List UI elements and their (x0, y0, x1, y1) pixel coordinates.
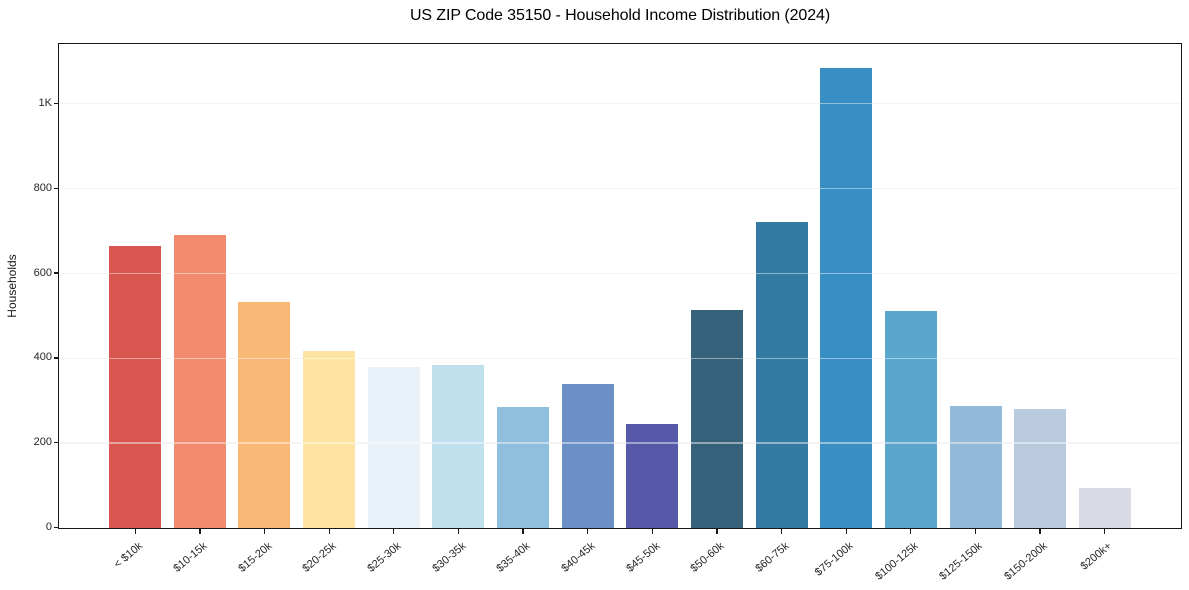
x-tick-label-50-60k: $50-60k (688, 540, 727, 575)
bars-layer (59, 44, 1181, 528)
gridline-400 (59, 357, 1181, 359)
y-tick-mark (53, 102, 58, 104)
chart-title: US ZIP Code 35150 - Household Income Dis… (409, 7, 831, 24)
x-tick-label-60-75k: $60-75k (753, 540, 792, 575)
x-tick-label-35-40k: $35-40k (494, 540, 533, 575)
y-axis-label: Households (5, 254, 19, 318)
bar-10-15k (173, 235, 226, 528)
gridline-200 (59, 442, 1181, 444)
bar-150-200k (1014, 409, 1067, 528)
plot-area (58, 43, 1182, 529)
x-tick-label-40-45k: $40-45k (559, 540, 598, 575)
x-tick-label-15-20k: $15-20k (236, 540, 275, 575)
x-tick-mark (651, 529, 653, 534)
x-tick-label-30-35k: $30-35k (429, 540, 469, 575)
x-tick-mark (1104, 529, 1106, 534)
bar-20-25k (302, 350, 355, 528)
x-tick-mark (587, 529, 589, 534)
x-tick-label-45-50k: $45-50k (623, 540, 663, 575)
bar-45-50k (626, 423, 679, 528)
x-tick-mark (845, 529, 847, 534)
x-tick-mark (716, 529, 718, 534)
bar-200k (1078, 488, 1131, 528)
x-tick-label-75-100k: $75-100k (813, 540, 856, 579)
x-tick-mark (780, 529, 783, 534)
y-tick-label-1K: 1K (38, 96, 52, 109)
bar-15-20k (238, 301, 291, 528)
x-tick-mark (522, 529, 524, 534)
x-tick-mark (328, 529, 330, 534)
x-tick-mark (910, 529, 912, 534)
y-tick-label-200: 200 (33, 436, 52, 449)
gridline-600 (59, 272, 1181, 275)
x-tick-label-25-30k: $25-30k (365, 540, 404, 575)
bar-10k (109, 245, 161, 528)
y-tick-mark (53, 442, 58, 444)
bar-30-35k (432, 365, 485, 528)
x-tick-mark (134, 529, 136, 534)
bar-100-125k (884, 311, 937, 528)
bar-75-100k (820, 67, 873, 528)
bar-60-75k (755, 222, 808, 528)
y-tick-label-600: 600 (33, 266, 52, 279)
x-tick-mark (1039, 529, 1041, 534)
x-tick-mark (199, 529, 201, 534)
y-tick-mark (53, 187, 58, 189)
y-tick-label-400: 400 (33, 351, 52, 364)
gridline-800 (59, 187, 1181, 190)
x-tick-mark (393, 529, 395, 534)
gridline-1000 (59, 102, 1181, 105)
bar-50-60k (690, 310, 743, 528)
bar-25-30k (367, 367, 420, 528)
x-tick-label-10k: < $10k (111, 540, 146, 571)
bar-35-40k (496, 407, 549, 528)
y-tick-mark (53, 272, 58, 274)
y-tick-label-800: 800 (33, 181, 52, 194)
x-tick-mark (263, 529, 266, 534)
x-tick-label-200k: $200k+ (1078, 540, 1115, 573)
bar-40-45k (561, 384, 614, 528)
y-tick-mark (53, 357, 58, 359)
x-tick-mark (974, 529, 977, 534)
x-tick-mark (457, 529, 460, 534)
gridlines-under (59, 44, 1181, 528)
x-tick-label-20-25k: $20-25k (300, 540, 339, 575)
bar-125-150k (949, 406, 1002, 528)
y-tick-label-0: 0 (45, 521, 52, 534)
x-tick-label-125-150k: $125-150k (937, 540, 986, 583)
y-tick-mark (53, 527, 58, 529)
x-tick-label-100-125k: $100-125k (872, 540, 921, 583)
x-tick-label-10-15k: $10-15k (171, 540, 210, 575)
x-tick-label-150-200k: $150-200k (1002, 540, 1050, 583)
